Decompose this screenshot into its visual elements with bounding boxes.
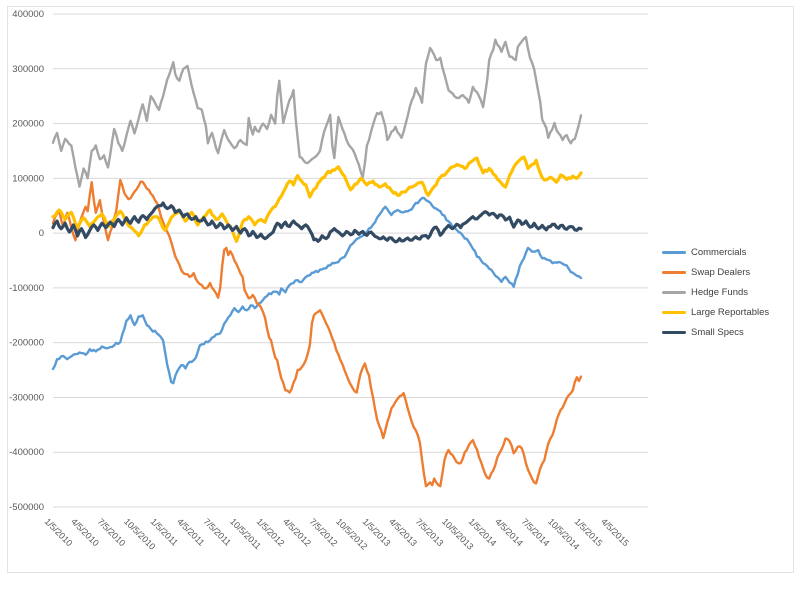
legend-item-hedge-funds: Hedge Funds xyxy=(662,282,769,302)
legend-item-commercials: Commercials xyxy=(662,242,769,262)
x-axis-tick-label: 4/5/2015 xyxy=(599,516,631,548)
y-axis-tick-label: 100000 xyxy=(12,173,44,184)
legend-swatch-commercials xyxy=(662,250,686,254)
y-axis-tick-label: -500000 xyxy=(9,502,44,513)
x-axis-tick-label: 4/5/2010 xyxy=(69,516,101,548)
x-axis-tick-label: 7/5/2011 xyxy=(202,516,233,547)
series-line-small-specs xyxy=(51,201,583,244)
y-axis-tick-label: 400000 xyxy=(12,9,44,20)
x-axis-tick-label: 7/5/2014 xyxy=(520,516,552,548)
legend-label-commercials: Commercials xyxy=(691,246,747,258)
chart-legend: Commercials Swap Dealers Hedge Funds Lar… xyxy=(662,242,769,342)
x-axis-tick-label: 4/5/2011 xyxy=(175,516,206,547)
legend-swatch-swap-dealers xyxy=(662,270,686,274)
legend-label-swap-dealers: Swap Dealers xyxy=(691,266,751,278)
legend-swatch-small-specs xyxy=(662,330,686,334)
x-axis-tick-label: 4/5/2012 xyxy=(281,516,313,548)
y-axis-tick-label: -100000 xyxy=(9,283,44,294)
legend-item-large-reportables: Large Reportables xyxy=(662,302,769,322)
legend-item-swap-dealers: Swap Dealers xyxy=(662,262,769,282)
x-axis-tick-label: 4/5/2014 xyxy=(493,516,525,548)
series-line-hedge-funds xyxy=(51,35,583,188)
y-axis-tick-label: 200000 xyxy=(12,119,44,130)
y-axis-tick-label: -300000 xyxy=(9,392,44,403)
y-axis-tick-label: 0 xyxy=(39,228,44,239)
x-axis-tick-label: 7/5/2013 xyxy=(414,516,446,548)
legend-label-small-specs: Small Specs xyxy=(691,326,744,338)
legend-label-large-reportables: Large Reportables xyxy=(691,306,770,318)
x-axis-tick-label: 4/5/2013 xyxy=(387,516,419,548)
x-axis-tick-label: 7/5/2010 xyxy=(96,516,128,548)
legend-swatch-hedge-funds xyxy=(662,290,686,294)
x-axis-tick-label: 7/5/2012 xyxy=(308,516,340,548)
y-axis-tick-label: 300000 xyxy=(12,64,44,75)
y-axis-tick-label: -400000 xyxy=(9,447,44,458)
legend-item-small-specs: Small Specs xyxy=(662,322,769,342)
series-line-swap-dealers xyxy=(51,178,583,488)
legend-swatch-large-reportables xyxy=(662,310,686,314)
y-axis-tick-label: -200000 xyxy=(9,338,44,349)
legend-label-hedge-funds: Hedge Funds xyxy=(691,286,749,298)
series-line-large-reportables xyxy=(51,155,583,243)
chart-frame xyxy=(7,6,794,573)
series-line-commercials xyxy=(51,196,583,385)
x-axis-tick-label: 1/5/2010 xyxy=(43,516,75,548)
